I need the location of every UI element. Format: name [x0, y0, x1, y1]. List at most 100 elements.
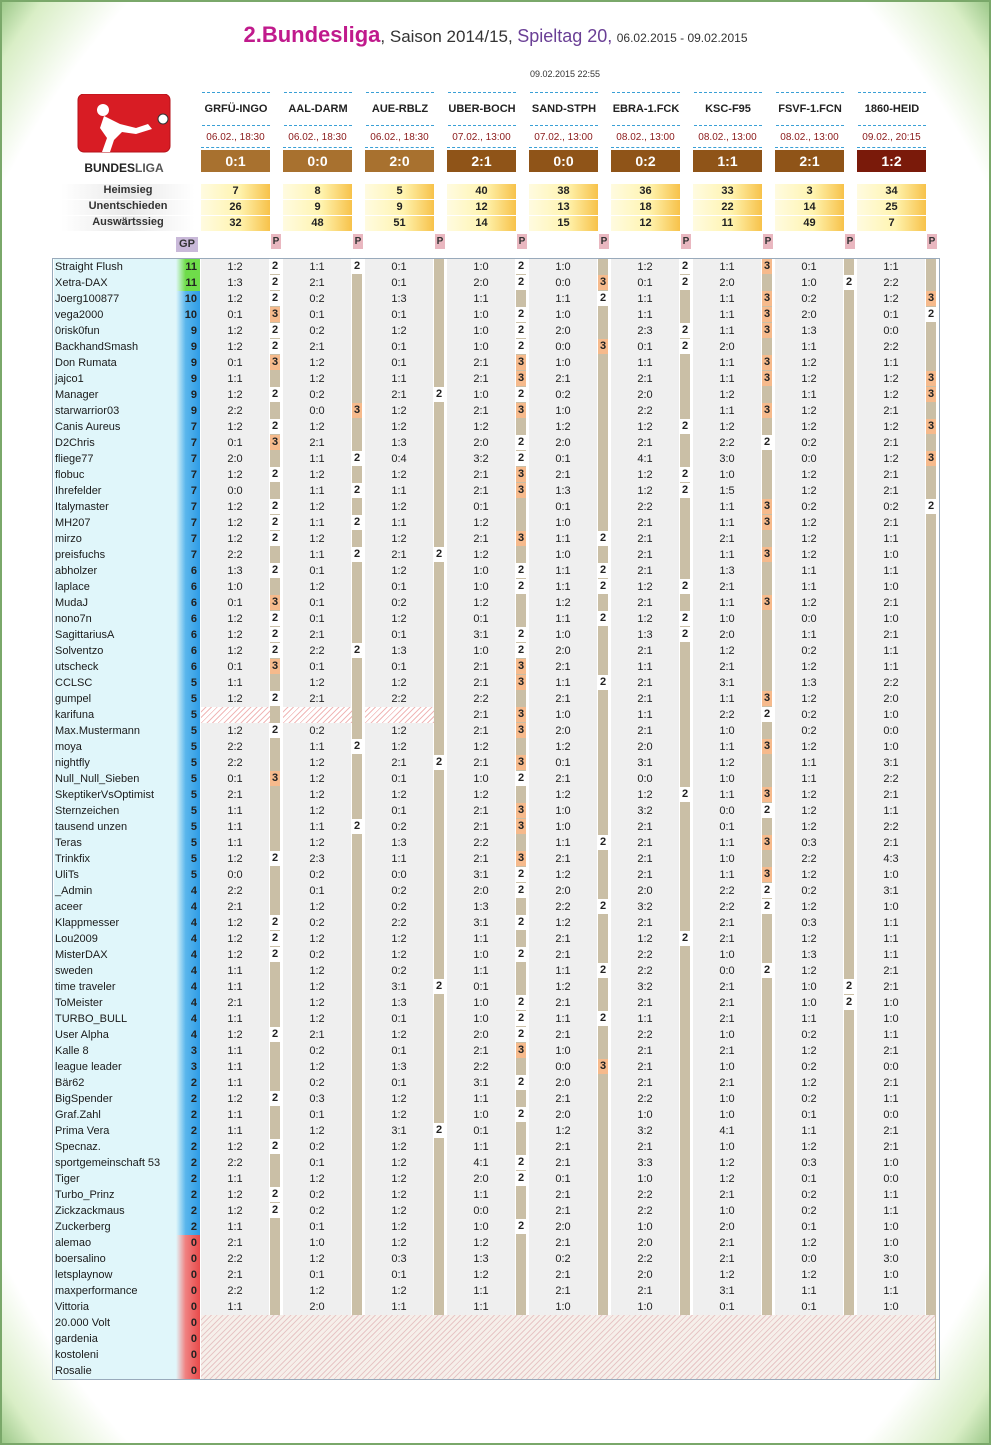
tip-value: 4:3 — [883, 853, 899, 865]
tip-value: 1:2 — [227, 293, 243, 305]
tip-value: 2:1 — [883, 981, 899, 993]
player-name[interactable]: utscheck — [55, 661, 99, 673]
player-name[interactable]: MudaJ — [55, 597, 89, 609]
match-stat-heim: 40 — [447, 184, 516, 199]
player-name[interactable]: preisfuchs — [55, 549, 106, 561]
tip-points: 3 — [516, 659, 526, 674]
player-name[interactable]: gumpel — [55, 693, 92, 705]
player-name[interactable]: Manager — [55, 389, 99, 401]
player-name[interactable]: fliege77 — [55, 453, 94, 465]
tip-value: 1:0 — [883, 901, 899, 913]
tip-value: 2:1 — [883, 485, 899, 497]
tip-value: 3:1 — [391, 981, 407, 993]
tip-value: 1:1 — [391, 485, 407, 497]
player-name[interactable]: jajco1 — [55, 373, 84, 385]
tip-value: 2:1 — [719, 981, 735, 993]
player-name[interactable]: SkeptikerVsOptimist — [55, 789, 155, 801]
tip-points: 2 — [598, 291, 608, 306]
player-name[interactable]: Max.Mustermann — [55, 725, 140, 737]
player-name[interactable]: flobuc — [55, 469, 85, 481]
player-name[interactable]: tausend unzen — [55, 821, 128, 833]
player-name[interactable]: SagittariusA — [55, 629, 115, 641]
tip-value: 1:0 — [883, 1221, 899, 1233]
match-stat-unent: 13 — [529, 200, 598, 215]
tip-value: 2:0 — [719, 341, 735, 353]
tip-value: 1:2 — [391, 325, 407, 337]
tip-value: 2:0 — [637, 741, 653, 753]
player-name[interactable]: BackhandSmash — [55, 341, 139, 353]
tip-value: 2:2 — [719, 709, 735, 721]
tip-value: 1:2 — [227, 853, 243, 865]
player-name[interactable]: karifuna — [55, 709, 95, 721]
player-name[interactable]: Teras — [55, 837, 82, 849]
tip-value: 1:2 — [309, 1013, 325, 1025]
tip-points: 2 — [762, 803, 772, 818]
tip-value: 1:1 — [719, 325, 735, 337]
player-name[interactable]: Solventzo — [55, 645, 104, 657]
tip-value: 1:2 — [309, 501, 325, 513]
player-name[interactable]: Joerg100877 — [55, 293, 120, 305]
tip-points: 3 — [516, 371, 526, 386]
tip-value: 1:2 — [637, 789, 653, 801]
tip-value: 1:0 — [883, 613, 899, 625]
match-date: 06.02., 18:30 — [365, 128, 434, 148]
player-name[interactable]: Straight Flush — [55, 261, 123, 273]
tip-value: 1:2 — [883, 293, 899, 305]
tip-value: 0:1 — [309, 309, 325, 321]
tip-value: 1:0 — [473, 645, 489, 657]
tip-value: 1:1 — [719, 357, 735, 369]
tip-value: 2:1 — [637, 997, 653, 1009]
player-name[interactable]: laplace — [55, 581, 90, 593]
player-name[interactable]: Italymaster — [55, 501, 109, 513]
player-name[interactable]: nono7n — [55, 613, 92, 625]
player-name[interactable]: Canis Aureus — [55, 421, 121, 433]
match-name: EBRA-1.FCK — [612, 92, 680, 126]
tip-value: 0:1 — [227, 597, 243, 609]
tip-value: 1:2 — [391, 1285, 407, 1297]
match-name: 1860-HEID — [858, 92, 926, 126]
tip-value: 1:1 — [555, 533, 571, 545]
tip-value: 1:2 — [309, 997, 325, 1009]
player-name[interactable]: abholzer — [55, 565, 98, 577]
tip-value: 2:1 — [473, 677, 489, 689]
tip-points: 3 — [926, 291, 936, 306]
tip-points: 2 — [680, 787, 690, 802]
tip-points: 2 — [762, 707, 772, 722]
player-name[interactable]: moya — [55, 741, 82, 753]
tip-points: 2 — [762, 963, 772, 978]
tip-value: 1:2 — [637, 469, 653, 481]
tip-value: 2:0 — [555, 725, 571, 737]
tip-value: 1:1 — [309, 261, 325, 273]
tip-value: 1:1 — [391, 1301, 407, 1313]
player-name[interactable]: mirzo — [55, 533, 82, 545]
player-name[interactable]: D2Chris — [55, 437, 95, 449]
match-name: AAL-DARM — [284, 92, 352, 126]
tip-value: 2:0 — [473, 1029, 489, 1041]
tip-value: 1:1 — [719, 293, 735, 305]
tip-value: 0:0 — [227, 869, 243, 881]
tip-value: 1:2 — [801, 533, 817, 545]
player-name[interactable]: Don Rumata — [55, 357, 117, 369]
points-header: P — [435, 234, 445, 249]
tip-points: 2 — [516, 627, 526, 642]
player-name[interactable]: starwarrior03 — [55, 405, 120, 417]
player-name[interactable]: vega2000 — [55, 309, 104, 321]
tip-points: 2 — [680, 579, 690, 594]
player-name[interactable]: nightfly — [55, 757, 90, 769]
player-name[interactable]: Xetra-DAX — [55, 277, 108, 289]
player-name[interactable]: MH207 — [55, 517, 91, 529]
player-name[interactable]: Ihrefelder — [55, 485, 102, 497]
player-name[interactable]: Trinkfix — [55, 853, 91, 865]
player-name[interactable]: Null_Null_Sieben — [55, 773, 140, 785]
tip-value: 2:2 — [883, 821, 899, 833]
tip-value: 1:2 — [309, 789, 325, 801]
player-name[interactable]: Sternzeichen — [55, 805, 120, 817]
tip-value: 1:0 — [227, 581, 243, 593]
tip-value: 0:1 — [391, 261, 407, 273]
tip-value: 2:2 — [227, 757, 243, 769]
column-bg — [693, 258, 761, 1379]
tip-value: 0:1 — [391, 309, 407, 321]
tip-points: 2 — [516, 563, 526, 578]
player-name[interactable]: CCLSC — [55, 677, 93, 689]
player-name[interactable]: 0risk0fun — [55, 325, 100, 337]
